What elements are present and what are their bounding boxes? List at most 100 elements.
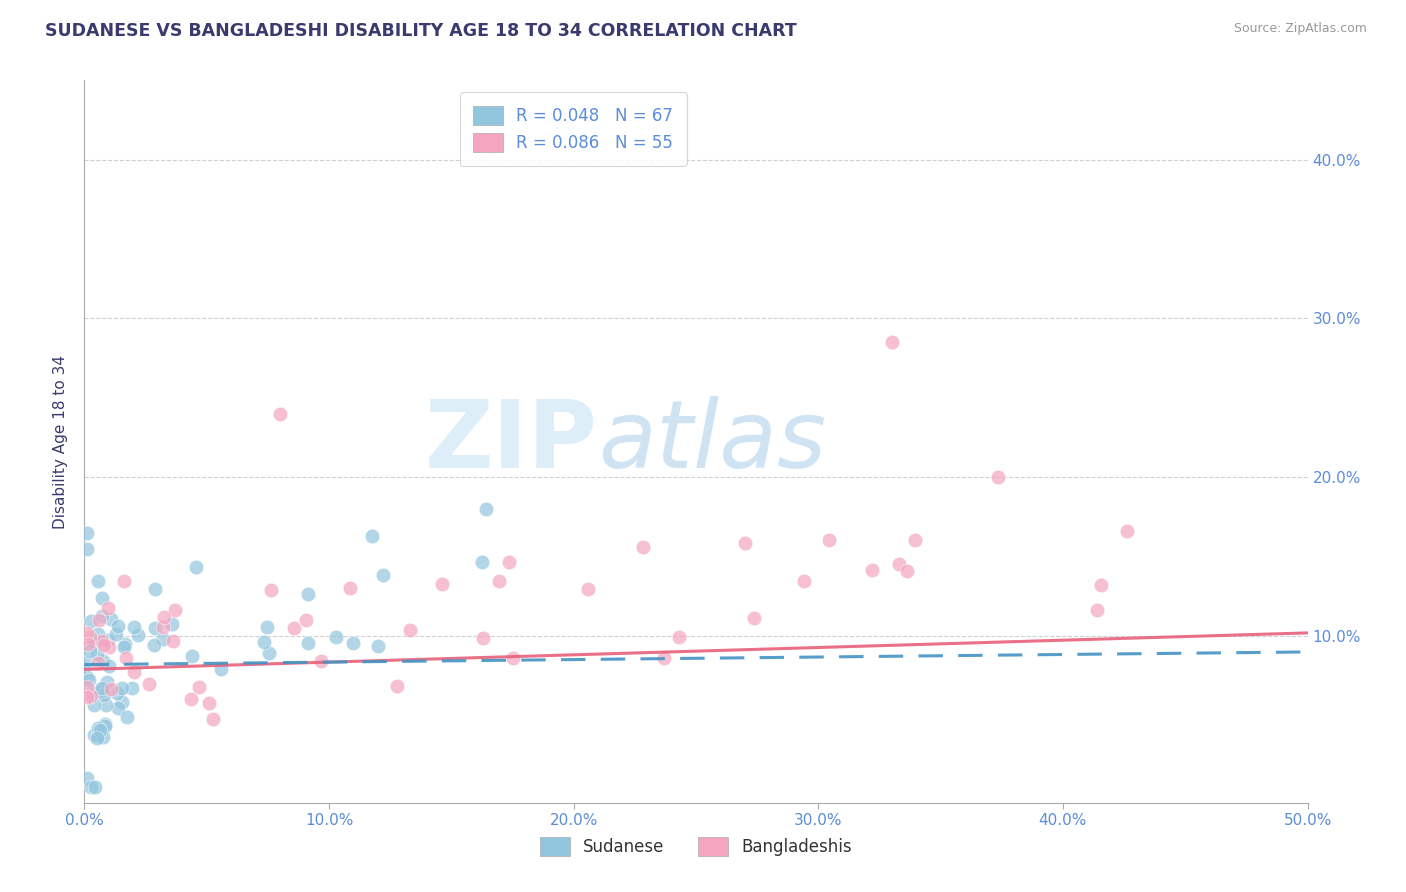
Point — [122, 665, 145, 680]
Point — [93, 718, 115, 732]
Point — [114, 636, 136, 650]
Point — [97, 632, 120, 647]
Point — [256, 619, 278, 633]
Point — [152, 632, 174, 646]
Point — [91, 634, 114, 648]
Point — [793, 574, 815, 588]
Point — [83, 698, 105, 713]
Point — [80, 684, 103, 698]
Point — [253, 634, 276, 648]
Text: ZIP: ZIP — [425, 395, 598, 488]
Point — [371, 568, 394, 582]
Point — [87, 613, 110, 627]
Point — [471, 631, 494, 645]
Point — [430, 577, 453, 591]
Point — [98, 659, 121, 673]
Point — [880, 335, 903, 350]
Point — [162, 633, 184, 648]
Point — [80, 689, 103, 703]
Point — [143, 582, 166, 596]
Point — [297, 636, 319, 650]
Point — [122, 620, 145, 634]
Point — [668, 630, 690, 644]
Point — [283, 621, 305, 635]
Point — [904, 533, 927, 548]
Point — [309, 654, 332, 668]
Point — [76, 690, 98, 704]
Point — [142, 638, 165, 652]
Point — [325, 631, 347, 645]
Point — [117, 710, 139, 724]
Point — [111, 695, 134, 709]
Point — [94, 698, 117, 713]
Point — [269, 407, 291, 421]
Point — [471, 555, 494, 569]
Point — [93, 730, 115, 744]
Point — [83, 634, 105, 648]
Point — [114, 651, 136, 665]
Point — [295, 613, 318, 627]
Point — [87, 728, 110, 742]
Point — [96, 675, 118, 690]
Point — [576, 582, 599, 596]
Point — [100, 681, 122, 696]
Point — [77, 673, 100, 688]
Point — [297, 587, 319, 601]
Point — [188, 681, 211, 695]
Point — [1115, 524, 1137, 539]
Point — [987, 470, 1010, 484]
Point — [107, 701, 129, 715]
Point — [152, 610, 174, 624]
Point — [367, 640, 389, 654]
Point — [76, 525, 98, 540]
Point — [83, 728, 105, 742]
Point — [76, 670, 98, 684]
Point — [488, 574, 510, 588]
Point — [87, 574, 110, 588]
Point — [111, 681, 134, 696]
Point — [1090, 578, 1112, 592]
Legend: Sudanese, Bangladeshis: Sudanese, Bangladeshis — [533, 830, 859, 863]
Point — [80, 614, 103, 628]
Point — [84, 780, 107, 794]
Point — [97, 601, 120, 615]
Point — [112, 640, 135, 655]
Point — [180, 691, 202, 706]
Point — [107, 619, 129, 633]
Point — [502, 650, 524, 665]
Point — [100, 612, 122, 626]
Point — [339, 581, 361, 595]
Point — [86, 648, 108, 662]
Point — [79, 644, 101, 658]
Point — [76, 680, 98, 694]
Point — [361, 529, 384, 543]
Point — [93, 688, 115, 702]
Point — [1085, 603, 1108, 617]
Point — [86, 731, 108, 745]
Point — [887, 558, 910, 572]
Point — [162, 617, 184, 632]
Point — [121, 681, 143, 695]
Point — [398, 624, 420, 638]
Point — [152, 619, 174, 633]
Point — [91, 609, 114, 624]
Point — [387, 679, 409, 693]
Point — [89, 723, 111, 737]
Point — [260, 583, 283, 598]
Point — [734, 536, 756, 550]
Point — [475, 502, 498, 516]
Point — [143, 621, 166, 635]
Point — [127, 628, 149, 642]
Point — [80, 780, 103, 794]
Point — [209, 663, 232, 677]
Point — [87, 722, 110, 736]
Point — [742, 611, 765, 625]
Point — [197, 696, 219, 710]
Point — [76, 541, 98, 556]
Point — [93, 639, 115, 653]
Point — [79, 630, 101, 644]
Point — [860, 563, 883, 577]
Point — [94, 717, 117, 731]
Point — [76, 772, 98, 786]
Text: SUDANESE VS BANGLADESHI DISABILITY AGE 18 TO 34 CORRELATION CHART: SUDANESE VS BANGLADESHI DISABILITY AGE 1… — [45, 22, 797, 40]
